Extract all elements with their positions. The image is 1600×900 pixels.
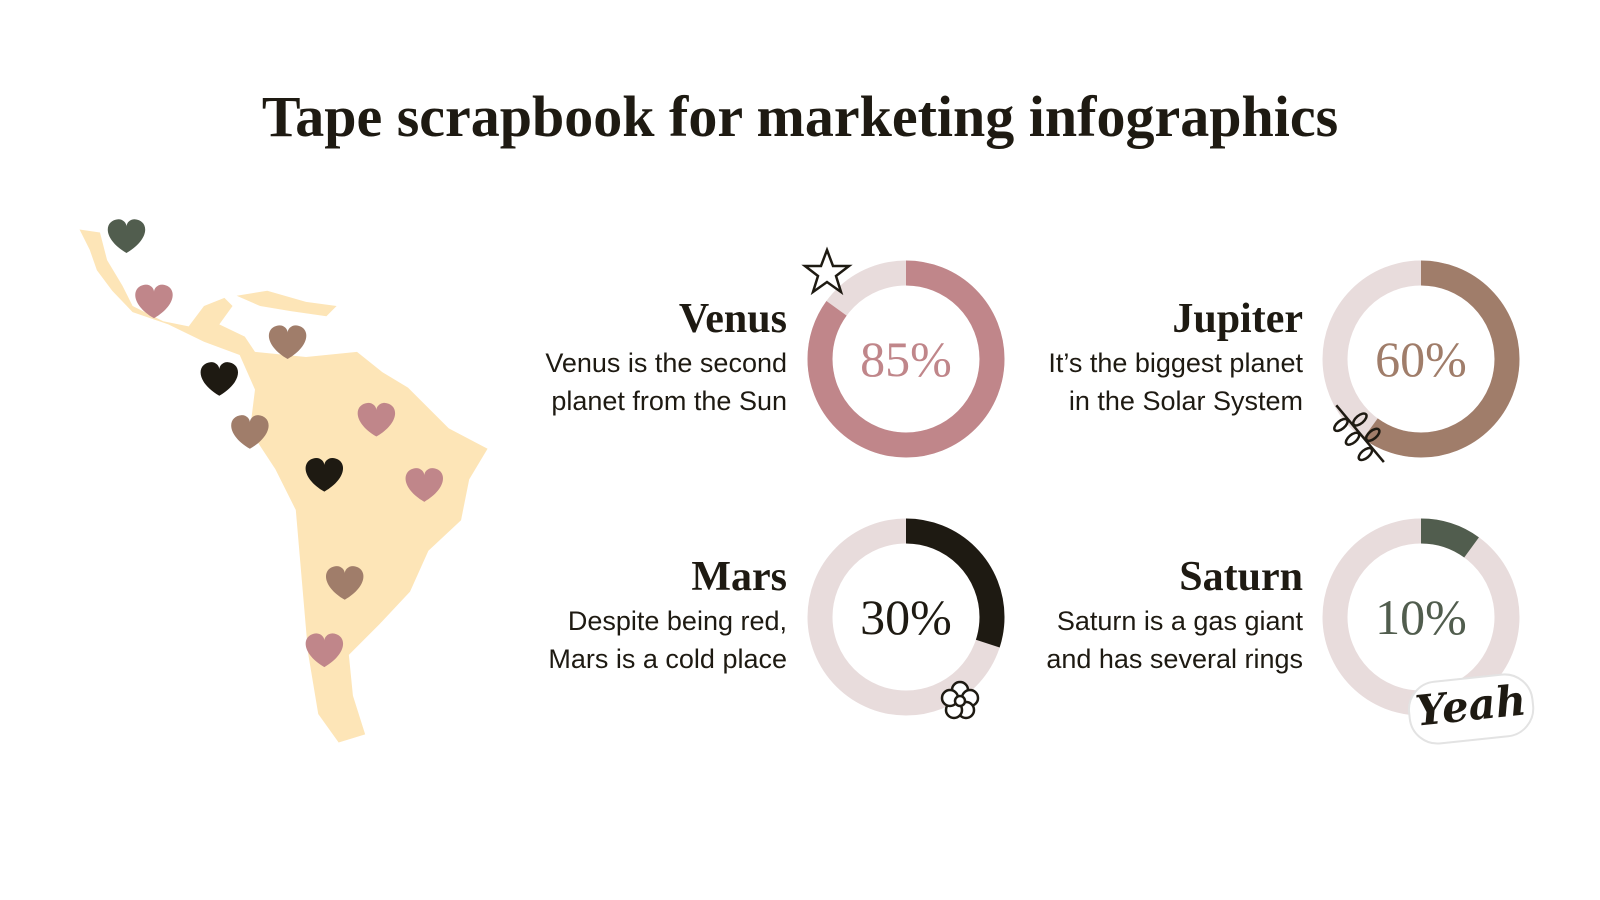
star-doodle — [801, 246, 853, 296]
yeah-sticker: Yeah — [1407, 673, 1535, 745]
value-label: 30% — [860, 589, 952, 645]
value-label: 60% — [1375, 331, 1467, 387]
heart — [357, 402, 396, 437]
panel-title: Jupiter — [1172, 296, 1303, 342]
heart — [326, 566, 364, 600]
page-title: Tape scrapbook for marketing infographic… — [262, 84, 1338, 149]
donut-panel: Saturn Saturn is a gas giant and has sever… — [1046, 518, 1520, 716]
panel-description: Venus is the second — [545, 348, 787, 378]
donut-arc — [807, 518, 1005, 716]
heart — [135, 284, 173, 319]
value-label: 85% — [860, 331, 952, 387]
sticker-background — [1407, 673, 1535, 745]
heart — [231, 415, 269, 449]
map-shape — [79, 229, 488, 743]
panel-description: planet from the Sun — [551, 386, 787, 416]
panel-description: and has several rings — [1046, 644, 1303, 674]
heart — [405, 468, 444, 502]
heart — [305, 633, 344, 668]
donut-arc — [1322, 518, 1520, 716]
panel-title: Mars — [691, 554, 787, 600]
sticker-text: Yeah — [1413, 675, 1528, 735]
donut-panel: Jupiter It’s the biggest planet in the Sol… — [1048, 260, 1520, 458]
panel-description: Despite being red, — [568, 606, 787, 636]
panel-description: Saturn is a gas giant — [1057, 606, 1304, 636]
heart — [200, 362, 239, 396]
panel-description: Mars is a cold place — [548, 644, 787, 674]
panel-description: It’s the biggest planet — [1048, 348, 1303, 378]
flower-doodle — [940, 680, 980, 720]
donut-arc — [807, 260, 1005, 458]
map — [79, 219, 488, 743]
heart — [107, 219, 146, 253]
heart — [305, 457, 344, 492]
panel-description: in the Solar System — [1069, 386, 1303, 416]
donut-panel: Venus Venus is the second planet from the … — [545, 260, 1005, 458]
panel-title: Venus — [679, 296, 787, 342]
donut-charts: Venus Venus is the second planet from the … — [545, 260, 1520, 716]
hearts — [107, 219, 444, 668]
panel-title: Saturn — [1179, 554, 1303, 600]
donut-arc — [1322, 260, 1520, 458]
donut-panel: Mars Despite being red, Mars is a cold pla… — [548, 518, 1005, 716]
value-label: 10% — [1375, 589, 1467, 645]
heart — [268, 325, 307, 360]
leaf-doodle — [1333, 404, 1385, 463]
